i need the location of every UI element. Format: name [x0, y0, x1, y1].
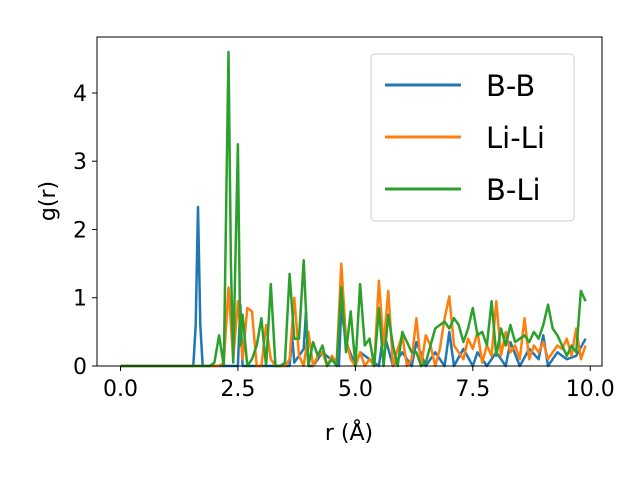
legend-label-b-b: B-B — [486, 69, 535, 103]
legend-label-b-li: B-Li — [486, 173, 541, 207]
y-tick-label: 0 — [73, 355, 87, 380]
y-tick-label: 1 — [73, 287, 87, 312]
y-axis-label: g(r) — [36, 181, 61, 221]
x-tick-label: 7.5 — [455, 377, 490, 402]
plot-frame — [96, 36, 603, 367]
x-tick-label: 10.0 — [566, 377, 615, 402]
x-tick-label: 2.5 — [220, 377, 255, 402]
legend-label-li-li: Li-Li — [486, 121, 545, 155]
y-tick-label: 3 — [73, 150, 87, 175]
y-tick-label: 4 — [73, 82, 87, 107]
x-tick-label: 5.0 — [338, 377, 373, 402]
y-axis-ticks: 0 1 2 3 4 — [73, 82, 97, 380]
legend-frame — [370, 53, 575, 222]
x-axis-label: r (Å) — [325, 419, 373, 446]
x-axis-ticks: 0.0 2.5 5.0 7.5 10.0 — [103, 366, 615, 402]
legend: B-B Li-Li B-Li — [370, 53, 575, 222]
y-tick-label: 2 — [73, 218, 87, 243]
series-line-li-li — [120, 262, 587, 368]
series-line-b-li — [120, 50, 587, 368]
series-layer — [120, 50, 587, 368]
x-tick-label: 0.0 — [103, 377, 138, 402]
